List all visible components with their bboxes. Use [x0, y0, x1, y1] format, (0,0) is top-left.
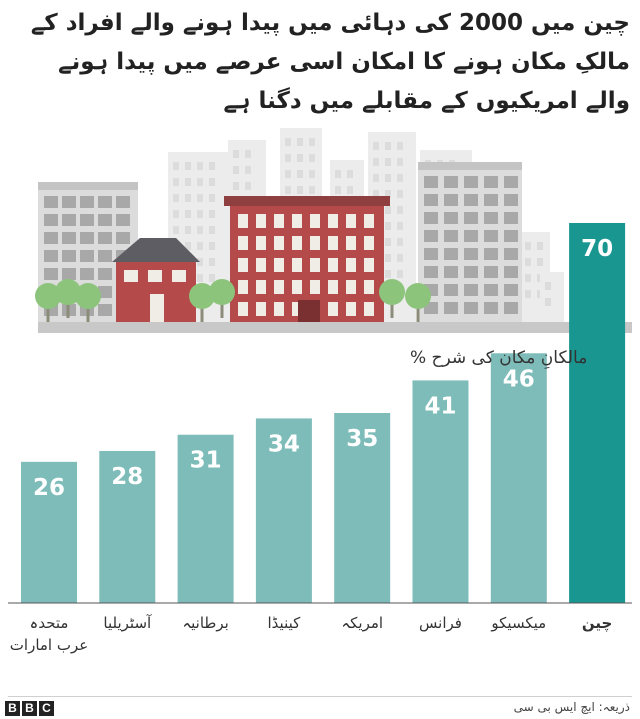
category-label: امریکہ: [341, 614, 383, 632]
bar: [490, 353, 547, 603]
city-skyline-illustration: [35, 128, 632, 333]
footer-divider: [8, 696, 632, 697]
bar-value-label: 31: [190, 448, 222, 474]
category-label: متحدہ: [30, 614, 69, 632]
ground-strip: [38, 322, 632, 333]
bbc-logo-letter: B: [5, 701, 20, 716]
bar: [569, 223, 626, 603]
bar-value-label: 35: [346, 426, 378, 452]
background-building: [540, 272, 564, 322]
bar-value-label: 34: [268, 431, 300, 457]
category-labels-group: متحدہ عرب امارات آسٹریلیا برطانیہ کینیڈا امری…: [10, 614, 613, 654]
bar: [21, 461, 77, 603]
y-axis-label: مالکانِ مکان کی شرح %: [410, 348, 587, 370]
bbc-logo: B B C: [5, 701, 54, 716]
red-house: [112, 238, 200, 322]
category-label: برطانیہ: [182, 614, 228, 632]
bar-value-label: 41: [424, 393, 456, 419]
category-label: آسٹریلیا: [103, 614, 152, 632]
chart-title: چین میں 2000 کی دہائی میں پیدا ہونے والے…: [30, 10, 630, 114]
source-note: ذریعہ: ایچ ایس بی سی: [513, 700, 630, 714]
bar: [177, 434, 234, 603]
bar-value-label: 28: [111, 464, 143, 490]
brick-apartment-block: [224, 196, 390, 322]
bar: [255, 418, 312, 603]
category-label: چین: [582, 614, 612, 633]
category-label: کینیڈا: [268, 614, 302, 632]
bar: [412, 380, 469, 603]
bar-value-label: 46: [503, 366, 535, 392]
category-label: میکسیکو: [490, 614, 546, 632]
trees: [35, 279, 431, 322]
bbc-logo-letter: C: [39, 701, 54, 716]
category-label: عرب امارات: [10, 636, 88, 654]
apartment-building-right: [418, 162, 522, 322]
bar: [99, 451, 156, 603]
bars-group: 26 28 31 34 35 41 46 70: [21, 223, 626, 603]
category-label: فرانس: [419, 614, 462, 632]
bar: [334, 413, 391, 603]
bar-value-label: 26: [33, 475, 65, 501]
bar-value-label: 70: [581, 236, 613, 262]
bbc-logo-letter: B: [22, 701, 37, 716]
